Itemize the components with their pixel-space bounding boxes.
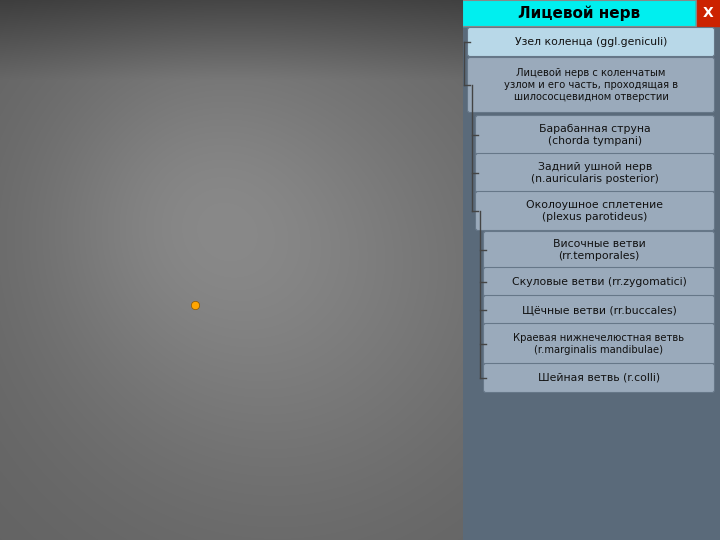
Text: Шейная ветвь (r.colli): Шейная ветвь (r.colli) (538, 373, 660, 383)
FancyBboxPatch shape (484, 363, 714, 393)
Bar (228, 0, 462, 26)
Text: Задний ушной нерв
(n.auricularis posterior): Задний ушной нерв (n.auricularis posteri… (531, 162, 659, 184)
FancyBboxPatch shape (475, 192, 714, 231)
Text: Височные ветви
(rr.temporales): Височные ветви (rr.temporales) (553, 239, 645, 261)
FancyBboxPatch shape (467, 28, 714, 57)
FancyBboxPatch shape (484, 295, 714, 325)
FancyBboxPatch shape (475, 116, 714, 154)
Text: Барабанная струна
(chorda tympani): Барабанная струна (chorda tympani) (539, 124, 651, 146)
Text: Тройничный нерв: Тройничный нерв (43, 6, 185, 20)
Bar (0, 0, 228, 26)
Text: Скуловые ветви (rr.zygomatici): Скуловые ветви (rr.zygomatici) (512, 277, 686, 287)
Bar (228, 0, 462, 26)
FancyBboxPatch shape (484, 232, 714, 268)
Text: Лицевой нерв с коленчатым
узлом и его часть, проходящая в
шилососцевидном отверс: Лицевой нерв с коленчатым узлом и его ча… (504, 68, 678, 102)
FancyBboxPatch shape (484, 267, 714, 296)
Text: Узел коленца (ggl.geniculi): Узел коленца (ggl.geniculi) (515, 37, 667, 47)
Bar (466, 0, 720, 540)
Bar (0, 26, 228, 48)
FancyBboxPatch shape (475, 153, 714, 192)
Text: X: X (703, 6, 714, 20)
FancyBboxPatch shape (467, 57, 714, 112)
Text: Черепные нервы: Черепные нервы (277, 6, 413, 20)
Text: Щёчные ветви (rr.buccales): Щёчные ветви (rr.buccales) (521, 305, 676, 315)
Bar (0, 0, 228, 26)
Bar (462, 0, 696, 26)
Bar (0, 26, 228, 48)
FancyBboxPatch shape (484, 323, 714, 364)
Text: Основание мозга: Основание мозга (45, 30, 182, 44)
Text: Околоушное сплетение
(plexus parotideus): Околоушное сплетение (plexus parotideus) (526, 200, 664, 222)
Bar (696, 0, 720, 26)
Bar (462, 0, 696, 26)
Text: Краевая нижнечелюстная ветвь
(r.marginalis mandibulae): Краевая нижнечелюстная ветвь (r.marginal… (513, 333, 685, 355)
Text: Лицевой нерв: Лицевой нерв (518, 5, 640, 21)
